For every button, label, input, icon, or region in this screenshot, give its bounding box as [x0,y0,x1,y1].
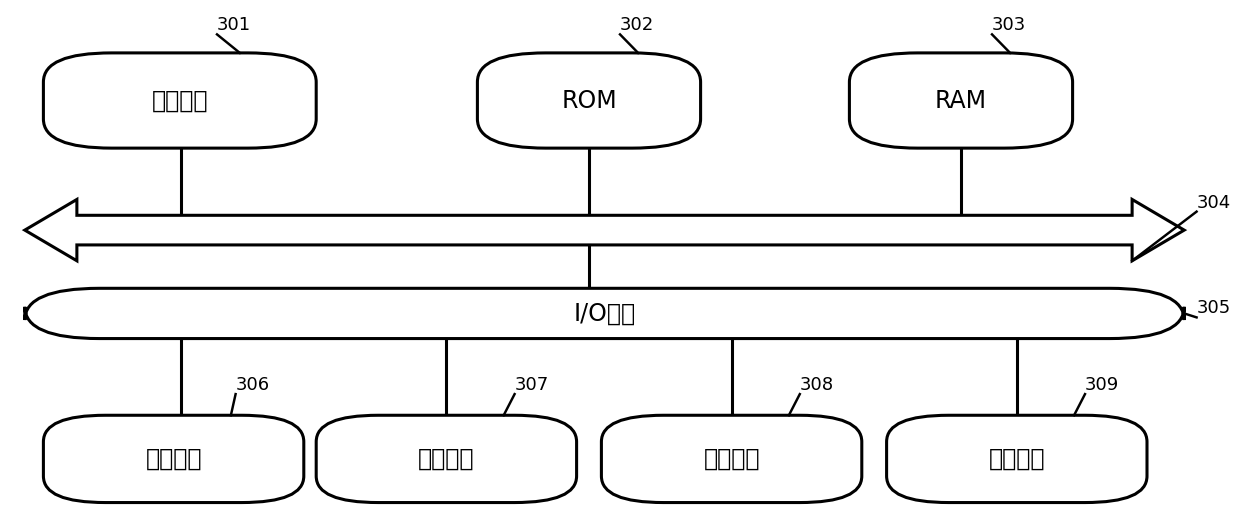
Text: 305: 305 [1197,299,1231,317]
FancyBboxPatch shape [887,415,1147,503]
Text: 存储装置: 存储装置 [703,447,760,471]
Text: 303: 303 [992,16,1027,34]
Text: 308: 308 [800,376,835,394]
FancyBboxPatch shape [477,53,701,148]
Polygon shape [25,199,1184,261]
Text: 处理装置: 处理装置 [151,88,208,113]
Text: 输入装置: 输入装置 [145,447,202,471]
Text: 输出装置: 输出装置 [418,447,475,471]
FancyBboxPatch shape [316,415,577,503]
FancyBboxPatch shape [25,288,1184,339]
Text: 304: 304 [1197,194,1231,212]
Text: 306: 306 [236,376,270,394]
FancyBboxPatch shape [43,53,316,148]
Text: 307: 307 [515,376,549,394]
Text: 301: 301 [217,16,252,34]
Text: I/O接口: I/O接口 [573,302,636,325]
Text: 309: 309 [1085,376,1120,394]
FancyBboxPatch shape [43,415,304,503]
FancyBboxPatch shape [601,415,862,503]
FancyBboxPatch shape [849,53,1073,148]
Text: RAM: RAM [935,88,987,113]
Text: 302: 302 [620,16,655,34]
Text: 通信装置: 通信装置 [988,447,1045,471]
Text: ROM: ROM [562,88,616,113]
